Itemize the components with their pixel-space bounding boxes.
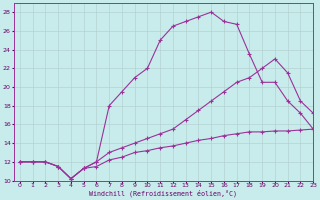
X-axis label: Windchill (Refroidissement éolien,°C): Windchill (Refroidissement éolien,°C)	[89, 190, 237, 197]
